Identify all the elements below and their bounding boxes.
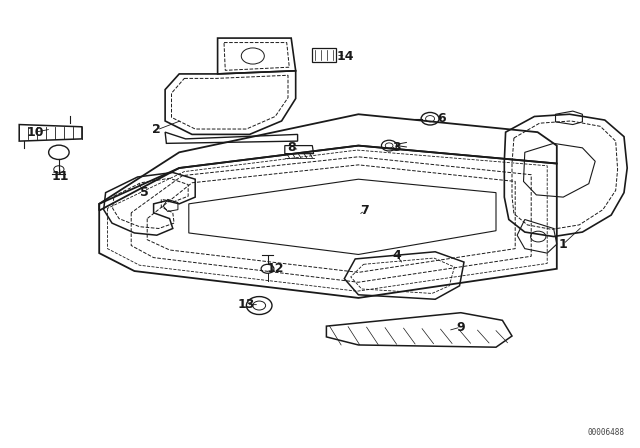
Text: 6: 6	[437, 112, 446, 125]
Text: 7: 7	[360, 204, 369, 217]
Text: 13: 13	[237, 298, 255, 311]
Text: 8: 8	[287, 141, 296, 155]
Text: 4: 4	[392, 249, 401, 262]
Text: 9: 9	[456, 320, 465, 334]
Text: 11: 11	[52, 170, 70, 184]
Text: 2: 2	[152, 123, 161, 137]
Text: 14: 14	[337, 49, 355, 63]
Text: 12: 12	[266, 262, 284, 276]
Text: 00006488: 00006488	[587, 428, 624, 437]
Text: 1: 1	[559, 237, 568, 251]
Text: 3: 3	[392, 141, 401, 155]
Text: 10: 10	[26, 125, 44, 139]
Text: 5: 5	[140, 186, 148, 199]
